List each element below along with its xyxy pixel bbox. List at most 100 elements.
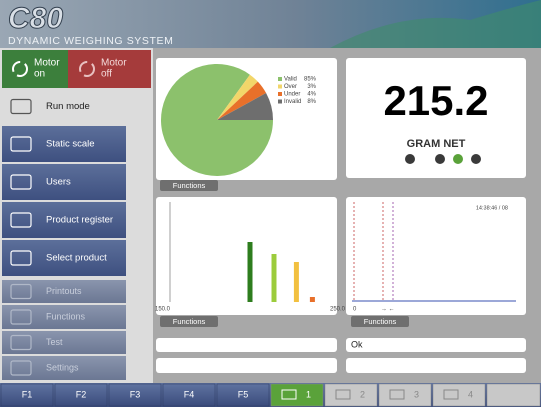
pie-slice: [217, 74, 258, 120]
legend-swatch: [278, 92, 282, 96]
legend-label: Valid: [284, 77, 297, 83]
motor-off-icon: [79, 61, 95, 77]
weight-unit: GRAM NET: [407, 138, 466, 150]
scale-icon: [335, 389, 351, 400]
indicator-light: [453, 154, 463, 164]
functions-label: Functions: [364, 317, 397, 326]
menu-icon: [10, 136, 32, 152]
function-key[interactable]: [162, 383, 216, 407]
menu-icon: [10, 250, 32, 266]
scale-key-label: 2: [360, 389, 365, 399]
logo: C80: [8, 2, 63, 35]
legend-value: 4%: [307, 92, 316, 98]
motor-off-label: off: [101, 69, 112, 80]
menu-button[interactable]: [2, 331, 126, 354]
menu-icon: [10, 212, 32, 228]
header-graphic: [330, 0, 541, 48]
menu-icon: [10, 360, 32, 376]
subtitle: DYNAMIC WEIGHING SYSTEM: [8, 35, 173, 47]
x-tick-label: 250.0: [330, 307, 346, 313]
pie-slice: [161, 63, 273, 176]
menu-icon: [10, 283, 32, 300]
trend-timestamp: 14:38:46 / 08: [476, 205, 508, 211]
menu-label: Functions: [46, 311, 86, 321]
status-box: [156, 338, 337, 352]
menu: Run mode Static scale Users Product registe…: [2, 89, 153, 380]
menu-button[interactable]: [2, 240, 126, 276]
functions-label: Functions: [173, 317, 206, 326]
scale-key[interactable]: [432, 383, 486, 407]
weight-value: 215.2: [383, 77, 488, 124]
pie-slice: [217, 81, 267, 120]
menu-button[interactable]: [2, 305, 126, 329]
scale-all-key[interactable]: [486, 383, 541, 407]
menu-label: Settings: [46, 362, 79, 372]
histogram-bar: [247, 242, 253, 302]
legend-swatch: [278, 99, 282, 104]
menu-button[interactable]: [2, 202, 126, 238]
histogram-bar: [293, 262, 299, 302]
x-tick-label: 150.0: [155, 307, 171, 313]
motor-off-label: Motor: [101, 58, 127, 69]
menu-button[interactable]: [2, 280, 126, 303]
menu-button[interactable]: [2, 89, 153, 124]
motor-on-label: Motor: [34, 58, 60, 69]
motor-on-icon: [12, 61, 28, 77]
function-key[interactable]: [216, 383, 270, 407]
footer-keys: F1 F2 F3 F4 F5 1 2 3 4: [0, 383, 541, 407]
menu-button[interactable]: [2, 356, 126, 380]
menu-button[interactable]: [2, 126, 126, 162]
functions-button[interactable]: [160, 316, 218, 327]
function-key-label: F1: [22, 389, 33, 399]
trend-arrows: → ←: [381, 307, 395, 313]
scale-icon: [389, 389, 405, 400]
trend-panel: [346, 197, 526, 315]
menu-icon: [10, 309, 32, 325]
status-box: [346, 358, 526, 373]
scale-icon: [281, 389, 297, 400]
menu-label: Select product: [46, 253, 107, 264]
indicator-light: [405, 154, 415, 164]
scale-key[interactable]: [324, 383, 378, 407]
histogram-bar: [271, 254, 277, 302]
menu-label: Users: [46, 177, 71, 188]
motor-on-label: on: [34, 69, 45, 80]
legend-swatch: [278, 84, 282, 89]
status-box: [346, 338, 526, 352]
menu-label: Test: [46, 337, 63, 347]
functions-label: Functions: [173, 181, 206, 190]
indicator-light: [471, 154, 481, 164]
function-key-label: F5: [238, 389, 249, 399]
menu-label: Static scale: [46, 139, 95, 150]
menu-icon: [10, 334, 32, 351]
legend-swatch: [278, 77, 282, 81]
legend-value: 3%: [307, 84, 316, 90]
indicator-light: [435, 154, 445, 164]
scale-key[interactable]: [270, 383, 324, 407]
legend-label: Invalid: [284, 99, 301, 105]
functions-button[interactable]: [160, 180, 218, 191]
menu-label: Printouts: [46, 286, 82, 296]
function-key[interactable]: [54, 383, 108, 407]
function-key-label: F2: [76, 389, 87, 399]
motor-off-button[interactable]: [68, 50, 151, 88]
legend-value: 8%: [307, 99, 316, 105]
scale-key-label: 1: [306, 389, 311, 399]
status-message: Ok: [351, 339, 363, 349]
function-key-label: F4: [184, 389, 195, 399]
histogram-panel: [156, 197, 337, 315]
legend-value: 85%: [304, 77, 317, 83]
function-key[interactable]: [0, 383, 54, 407]
function-key[interactable]: [108, 383, 162, 407]
functions-button[interactable]: [351, 316, 409, 327]
legend-label: Over: [284, 84, 297, 90]
function-key-label: F3: [130, 389, 141, 399]
menu-icon: [10, 98, 32, 115]
menu-icon: [10, 174, 32, 190]
status-box: [156, 358, 337, 373]
scale-key[interactable]: [378, 383, 432, 407]
weight-panel: [346, 58, 526, 178]
menu-button[interactable]: [2, 164, 126, 200]
histogram-bar: [309, 297, 315, 302]
